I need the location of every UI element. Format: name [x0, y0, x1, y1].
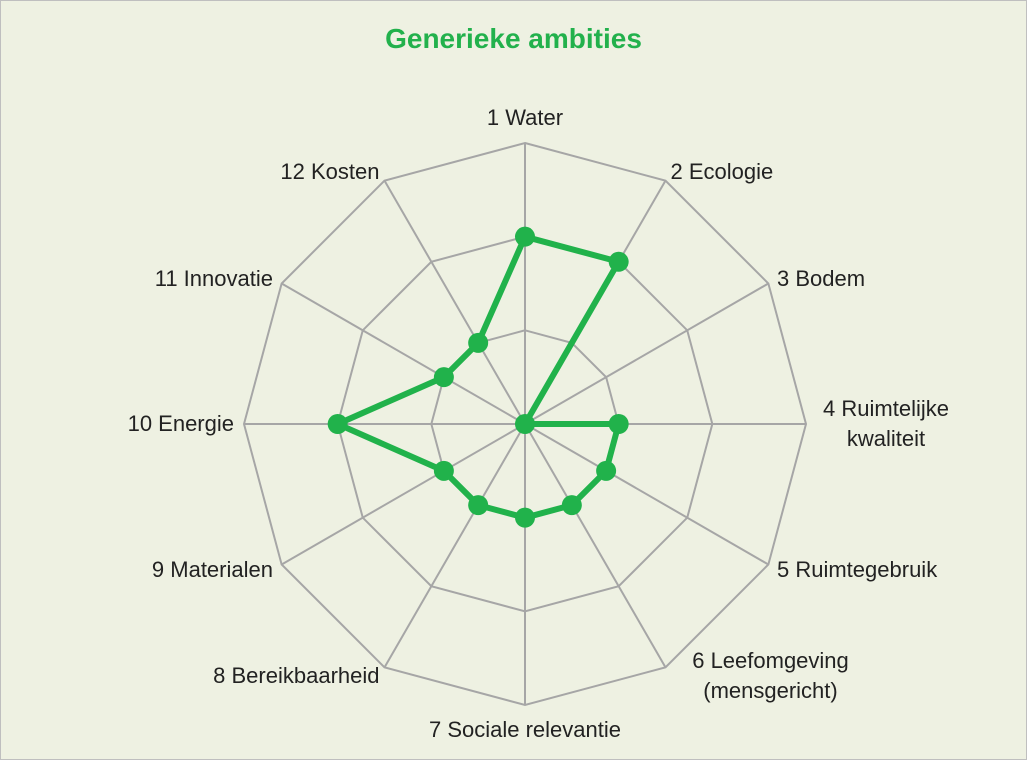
- spoke: [524, 282, 769, 425]
- data-point: [608, 251, 629, 272]
- category-label: 11 Innovatie: [154, 265, 273, 291]
- spoke: [524, 423, 769, 566]
- category-label: 4 Ruimtelijke kwaliteit: [823, 396, 949, 451]
- data-point: [561, 495, 582, 516]
- data-point: [468, 332, 489, 353]
- spoke: [524, 423, 667, 668]
- category-label: 6 Leefomgeving (mensgericht): [692, 648, 849, 703]
- category-label: 7 Sociale relevantie: [428, 717, 622, 742]
- category-label: 8 Bereikbaarheid: [213, 663, 380, 688]
- category-label: 9 Materialen: [151, 556, 273, 582]
- category-label: 1 Water: [486, 105, 564, 130]
- category-label: 3 Bodem: [777, 265, 866, 291]
- spoke: [281, 282, 526, 425]
- chart-title: Generieke ambities: [385, 23, 642, 54]
- category-label: 12 Kosten: [280, 158, 380, 184]
- data-point: [515, 226, 535, 247]
- spoke: [383, 180, 526, 425]
- spoke: [383, 423, 526, 668]
- data-point: [515, 414, 535, 434]
- data-point: [433, 367, 454, 388]
- data-point: [596, 460, 617, 481]
- category-label: 2 Ecologie: [670, 158, 774, 184]
- data-point: [515, 507, 535, 528]
- data-point: [327, 414, 348, 434]
- series-line: [334, 233, 622, 521]
- spoke: [281, 423, 526, 566]
- data-point: [433, 460, 454, 481]
- category-label: 5 Ruimtegebruik: [777, 556, 938, 582]
- category-label: 10 Energie: [127, 411, 234, 436]
- data-point: [608, 414, 629, 434]
- data-point: [468, 495, 489, 516]
